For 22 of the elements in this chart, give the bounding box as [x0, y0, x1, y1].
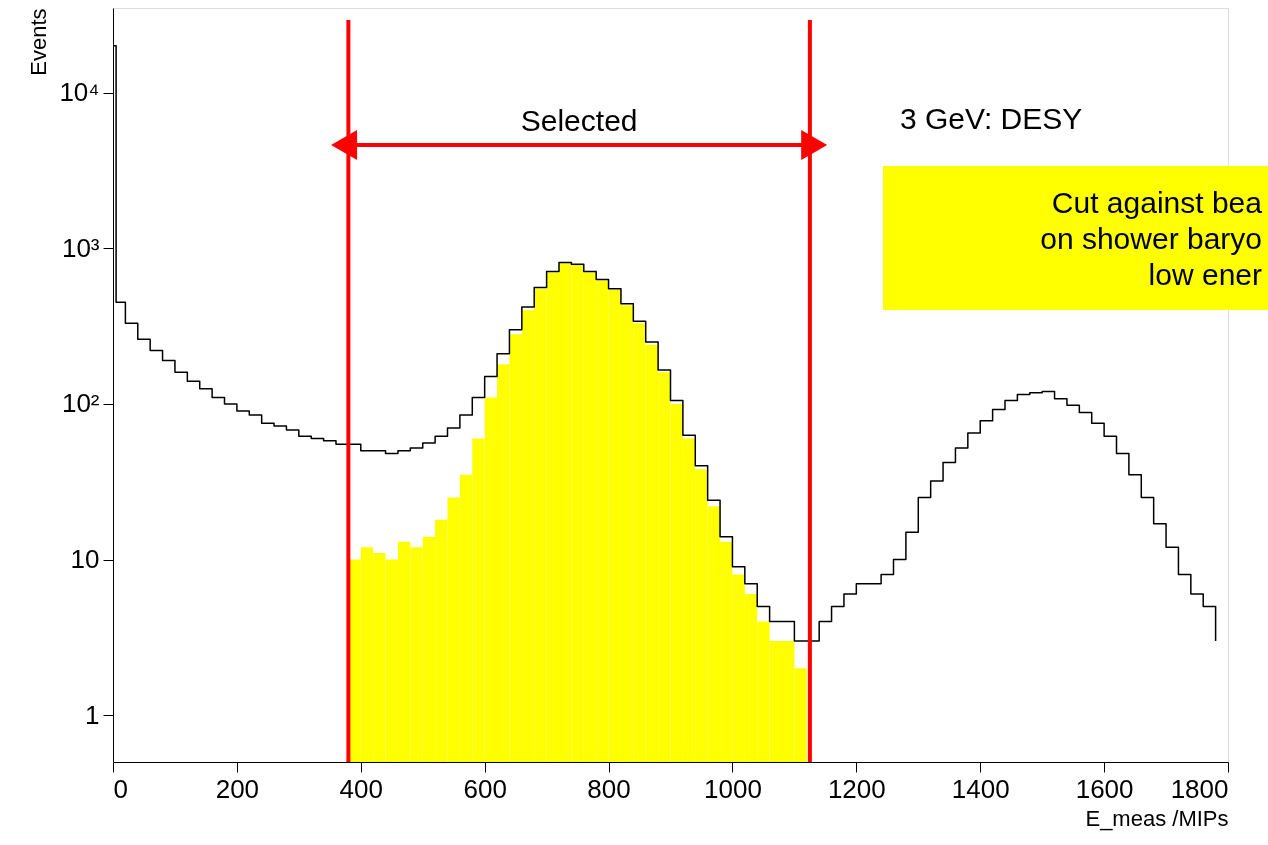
x-tick-label: 1800: [1170, 773, 1229, 804]
annotation: on shower baryo: [1040, 222, 1262, 255]
x-axis-title: E_meas /MIPs: [1085, 805, 1229, 831]
x-tick-label: 200: [215, 773, 260, 804]
x-tick-label: 0: [113, 773, 128, 804]
annotation: Selected: [520, 104, 638, 137]
annotation: Cut against bea: [1051, 186, 1263, 219]
x-tick-label: 400: [339, 773, 383, 804]
annotation: 3 GeV: DESY: [900, 102, 1083, 135]
x-tick-label: 1400: [951, 773, 1010, 804]
x-tick-label: 800: [587, 773, 631, 804]
x-tick-label: 1200: [827, 773, 886, 804]
annotation: low ener: [1148, 258, 1262, 291]
x-tick-label: 1000: [704, 773, 762, 804]
y-axis-title: Events: [26, 8, 52, 76]
y-tick-label: 1: [85, 699, 100, 730]
x-tick-label: 600: [463, 773, 507, 804]
y-tick-label: 10²: [61, 388, 100, 419]
y-tick-label: 10⁴: [59, 77, 100, 108]
y-tick-label: 10³: [61, 232, 100, 263]
y-tick-label: 10: [70, 544, 100, 575]
x-tick-label: 1600: [1075, 773, 1134, 804]
